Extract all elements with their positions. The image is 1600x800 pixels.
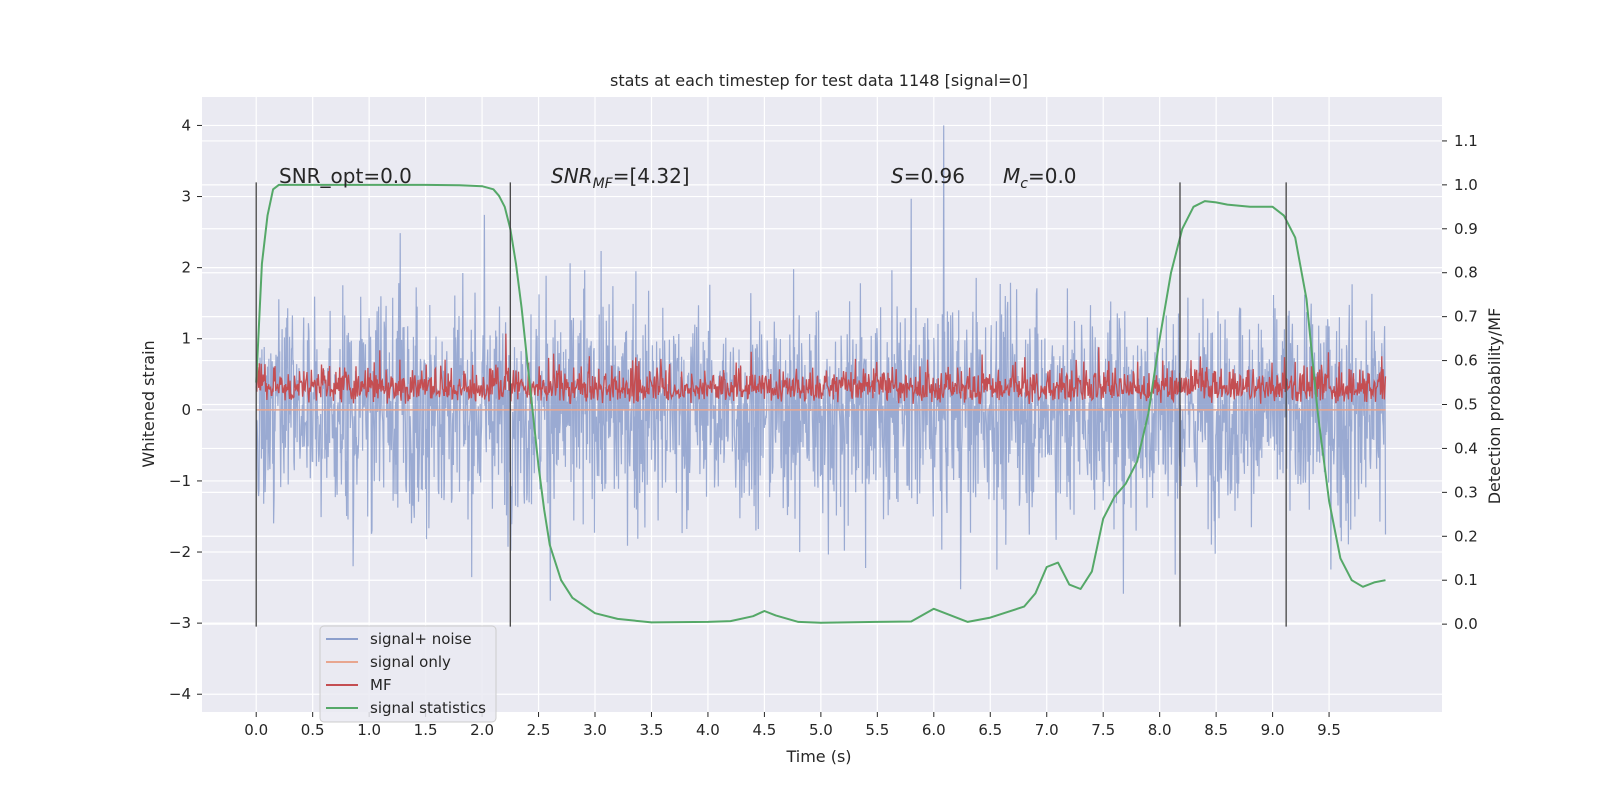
noise-trace — [255, 125, 1387, 601]
y-right-tick-label: 1.1 — [1454, 132, 1478, 150]
series-mf — [255, 333, 1387, 405]
annotation-snr-mf-label: SNR — [551, 164, 593, 188]
y-left-tick-label: 0 — [181, 401, 191, 419]
y-right-tick-label: 0.3 — [1454, 483, 1478, 501]
signal-statistics-trace — [255, 183, 1386, 624]
y-right-tick-label: 0.1 — [1454, 571, 1478, 589]
y-left-tick-label: −2 — [169, 543, 191, 561]
x-tick-label: 1.5 — [414, 721, 438, 739]
x-tick-label: 4.0 — [696, 721, 720, 739]
chart-title: stats at each timestep for test data 114… — [610, 71, 1028, 90]
annotation-s-value: =0.96 — [904, 164, 965, 188]
x-axis-ticks: 0.0 0.5 1.0 1.5 2.0 2.5 3.0 3.5 4.0 4.5 5.0 5.5 6.0 6… — [244, 712, 1341, 739]
x-tick-label: 2.0 — [470, 721, 494, 739]
legend-item-mf: MF — [326, 676, 392, 694]
legend-item-signal-noise: signal+ noise — [326, 630, 472, 648]
legend-box — [319, 625, 497, 723]
x-tick-label: 5.5 — [865, 721, 889, 739]
annotation-s: S=0.96 — [891, 164, 965, 188]
y-left-tick-label: −3 — [169, 614, 191, 632]
x-tick-label: 3.5 — [640, 721, 664, 739]
series-signal-noise — [255, 125, 1387, 601]
y-right-tick-label: 0.8 — [1454, 264, 1478, 282]
series-signal-statistics — [255, 183, 1386, 624]
annotation-snr-opt: SNR_opt=0.0 — [279, 164, 412, 188]
y-right-tick-label: 0.0 — [1454, 615, 1478, 633]
x-tick-label: 2.5 — [527, 721, 551, 739]
x-tick-label: 8.0 — [1148, 721, 1172, 739]
y-right-tick-label: 0.7 — [1454, 308, 1478, 326]
y-right-tick-label: 0.2 — [1454, 527, 1478, 545]
y-right-tick-label: 0.6 — [1454, 352, 1478, 370]
annotation-mc-value: =0.0 — [1028, 164, 1077, 188]
y-axis-right-ticks: 1.1 1.0 0.9 0.8 0.7 0.6 0.5 0.4 0.3 0.2 0.1 0.0 — [1442, 132, 1478, 633]
legend-label-signal-statistics: signal statistics — [370, 699, 486, 717]
x-tick-label: 5.0 — [809, 721, 833, 739]
x-tick-label: 7.5 — [1091, 721, 1115, 739]
y-axis-right-label: Detection probability/MF — [1485, 308, 1504, 505]
annotation-snr-mf-sub: MF — [593, 176, 614, 192]
y-left-tick-label: 2 — [181, 259, 191, 277]
x-tick-label: 3.0 — [583, 721, 607, 739]
annotation-s-label: S — [891, 164, 904, 188]
y-left-tick-label: 1 — [181, 330, 191, 348]
x-tick-label: 1.0 — [357, 721, 381, 739]
x-tick-label: 6.5 — [978, 721, 1002, 739]
y-right-tick-label: 0.9 — [1454, 220, 1478, 238]
x-tick-label: 9.0 — [1261, 721, 1285, 739]
x-tick-label: 7.0 — [1035, 721, 1059, 739]
y-left-tick-label: −4 — [169, 685, 191, 703]
x-tick-label: 6.0 — [922, 721, 946, 739]
legend-label-signal-noise: signal+ noise — [370, 630, 472, 648]
y-right-tick-label: 1.0 — [1454, 176, 1478, 194]
y-left-tick-label: 3 — [181, 188, 191, 206]
annotation-snr-mf: SNRMF=[4.32] — [551, 164, 690, 192]
legend-item-signal-statistics: signal statistics — [326, 699, 486, 717]
mf-trace — [255, 333, 1387, 405]
y-right-tick-label: 0.5 — [1454, 396, 1478, 414]
legend-label-signal-only: signal only — [370, 653, 451, 671]
y-left-tick-label: −1 — [169, 472, 191, 490]
legend-item-signal-only: signal only — [326, 653, 451, 671]
x-tick-label: 4.5 — [752, 721, 776, 739]
y-axis-left-label: Whitened strain — [139, 340, 158, 467]
x-tick-label: 0.5 — [301, 721, 325, 739]
legend: signal+ noise signal only MF signal stat… — [319, 625, 497, 723]
x-tick-label: 8.5 — [1204, 721, 1228, 739]
y-left-tick-label: 4 — [181, 116, 191, 134]
vertical-markers — [255, 182, 1287, 627]
x-tick-label: 9.5 — [1317, 721, 1341, 739]
x-tick-label: 0.0 — [244, 721, 268, 739]
legend-label-mf: MF — [370, 676, 392, 694]
annotation-snr-mf-value: =[4.32] — [613, 164, 690, 188]
x-axis-label: Time (s) — [785, 747, 851, 766]
annotation-mc-sub: c — [1020, 176, 1028, 192]
annotation-mc-label: M — [1003, 164, 1020, 188]
y-right-tick-label: 0.4 — [1454, 439, 1478, 457]
annotation-mc: Mc=0.0 — [1003, 164, 1077, 192]
y-axis-left-ticks: 4 3 2 1 0 −1 −2 −3 −4 — [169, 116, 202, 703]
